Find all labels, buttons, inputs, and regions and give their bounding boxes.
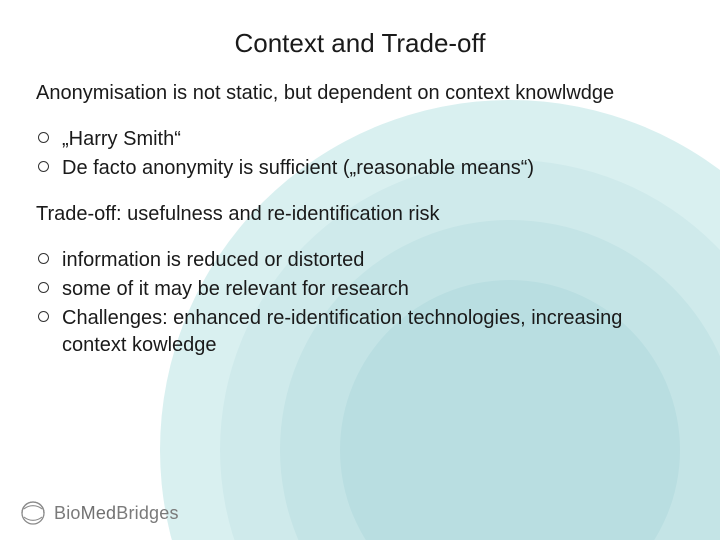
slide-body: Context and Trade-off Anonymisation is n… bbox=[0, 0, 720, 540]
list-item: information is reduced or distorted bbox=[36, 247, 684, 274]
list-item: De facto anonymity is sufficient („reaso… bbox=[36, 155, 684, 182]
list-item: „Harry Smith“ bbox=[36, 126, 684, 153]
mid-paragraph: Trade-off: usefulness and re-identificat… bbox=[36, 202, 684, 227]
slide-title: Context and Trade-off bbox=[36, 28, 684, 59]
list-item: some of it may be relevant for research bbox=[36, 276, 684, 303]
bullet-list-2: information is reduced or distorted some… bbox=[36, 247, 684, 359]
intro-paragraph: Anonymisation is not static, but depende… bbox=[36, 81, 684, 106]
bullet-list-1: „Harry Smith“ De facto anonymity is suff… bbox=[36, 126, 684, 182]
list-item: Challenges: enhanced re-identification t… bbox=[36, 305, 684, 359]
